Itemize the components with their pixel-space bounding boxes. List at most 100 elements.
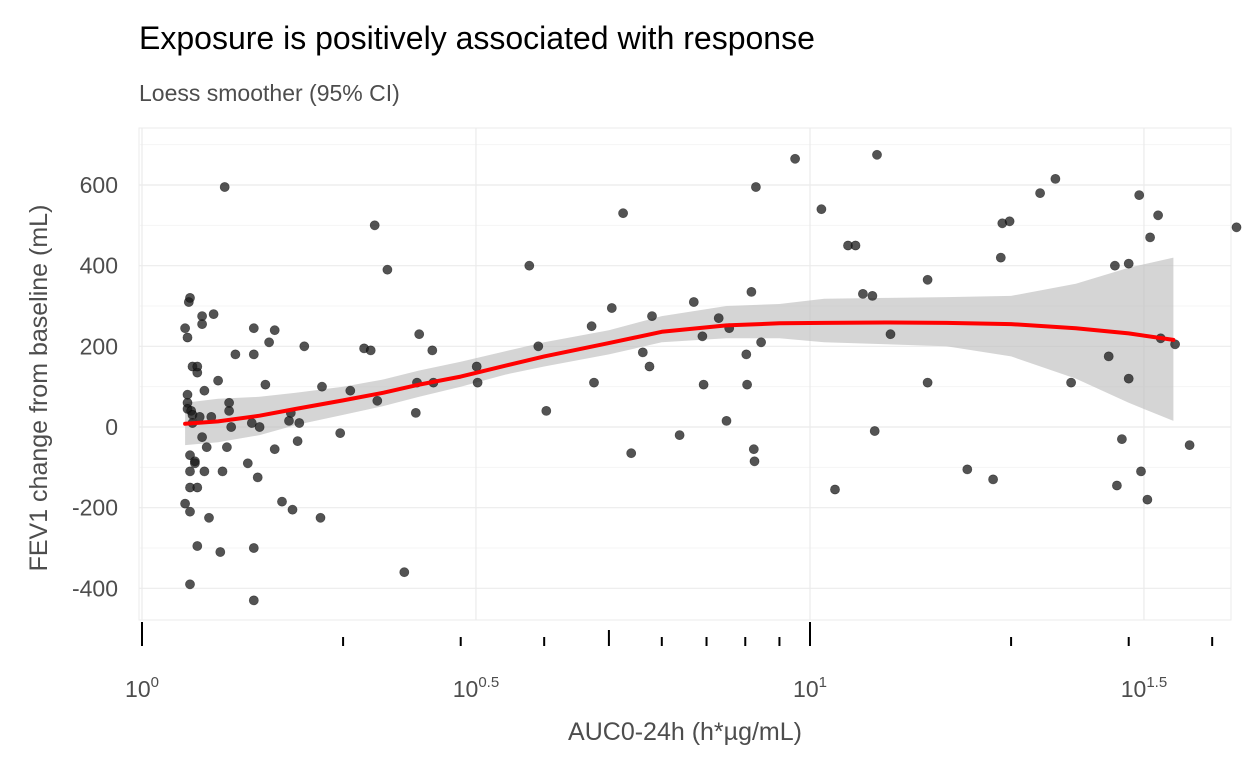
data-point — [269, 444, 280, 455]
data-point — [277, 496, 287, 507]
data-point — [242, 458, 253, 469]
data-point — [252, 472, 263, 483]
data-point — [299, 341, 310, 352]
data-point — [194, 411, 205, 422]
data-point — [1050, 173, 1061, 184]
data-point — [185, 506, 195, 517]
y-tick-label: 200 — [80, 333, 118, 359]
data-point — [292, 436, 303, 446]
points-layer — [180, 149, 1242, 606]
data-point — [1035, 188, 1045, 198]
data-point — [264, 337, 274, 348]
y-tick-label: -400 — [72, 575, 118, 601]
data-point — [713, 313, 724, 323]
y-axis-title: FEV1 change from baseline (mL) — [25, 205, 53, 572]
data-point — [1123, 258, 1134, 269]
data-point — [208, 309, 219, 319]
data-point — [830, 484, 840, 495]
x-axis-title: AUC0-24h (h*µg/mL) — [568, 718, 802, 746]
data-point — [414, 329, 425, 340]
data-point — [204, 512, 214, 523]
data-point — [637, 347, 648, 358]
data-point — [746, 286, 757, 297]
data-point — [269, 325, 280, 336]
data-point — [1145, 232, 1155, 243]
data-point — [182, 332, 193, 343]
data-point — [199, 385, 210, 396]
data-point — [254, 422, 265, 432]
x-tick-label: 101 — [793, 674, 827, 702]
data-point — [644, 361, 655, 372]
data-point — [626, 448, 637, 459]
data-point — [749, 456, 760, 467]
y-tick-label: -200 — [72, 495, 118, 521]
data-point — [365, 345, 376, 356]
data-point — [524, 260, 535, 271]
data-point — [180, 323, 190, 334]
data-point — [192, 482, 203, 493]
data-point — [221, 442, 232, 453]
data-point — [260, 379, 271, 390]
data-point — [410, 407, 421, 418]
data-point — [1004, 216, 1015, 227]
data-point — [533, 341, 544, 352]
data-point — [284, 415, 294, 426]
data-point — [369, 220, 380, 231]
data-point — [589, 377, 599, 388]
data-point — [1103, 351, 1114, 362]
data-point — [869, 426, 880, 436]
chart-subtitle: Loess smoother (95% CI) — [139, 80, 400, 106]
data-point — [647, 311, 657, 321]
data-point — [885, 329, 896, 340]
confidence-ribbon — [185, 257, 1174, 446]
data-point — [1117, 434, 1127, 444]
data-point — [850, 240, 861, 251]
y-tick-label: 0 — [105, 414, 118, 440]
y-tick-label: 600 — [80, 172, 118, 198]
data-point — [1123, 373, 1134, 384]
data-point — [995, 252, 1006, 263]
data-point — [988, 474, 998, 485]
data-point — [192, 541, 203, 551]
data-point — [248, 349, 259, 360]
data-point — [199, 466, 210, 477]
data-point — [756, 337, 766, 348]
data-point — [197, 432, 207, 442]
x-tick-label: 100.5 — [453, 674, 499, 702]
data-point — [1066, 377, 1076, 388]
data-point — [922, 274, 933, 285]
data-point — [1142, 494, 1153, 505]
data-point — [1231, 222, 1242, 233]
data-point — [189, 458, 200, 469]
data-point — [962, 464, 973, 475]
data-point — [427, 345, 438, 356]
data-point — [748, 444, 759, 455]
data-point — [399, 567, 410, 578]
data-point — [741, 349, 752, 360]
panel-border — [138, 127, 1232, 621]
data-point — [197, 319, 207, 329]
data-point — [185, 579, 195, 590]
data-point — [922, 377, 933, 388]
y-tick-label: 400 — [80, 253, 118, 279]
data-point — [382, 264, 393, 275]
data-point — [1184, 440, 1195, 450]
data-point — [185, 292, 195, 303]
data-point — [335, 428, 346, 438]
data-point — [688, 297, 699, 307]
x-tick-label: 100 — [125, 674, 159, 702]
data-point — [872, 149, 882, 160]
data-point — [287, 504, 298, 515]
loess-line — [183, 320, 1176, 426]
data-point — [248, 595, 259, 606]
data-point — [219, 182, 230, 192]
data-point — [751, 182, 761, 192]
data-point — [230, 349, 241, 360]
chart-title: Exposure is positively associated with r… — [139, 20, 815, 56]
data-point — [317, 381, 327, 392]
data-point — [541, 405, 552, 416]
axis-layer: -400 -200 0 200 400 600 100 100.5 101 101.5 — [72, 172, 1214, 702]
data-point — [586, 321, 597, 332]
x-tick-label: 101.5 — [1121, 674, 1167, 702]
data-point — [471, 361, 482, 372]
